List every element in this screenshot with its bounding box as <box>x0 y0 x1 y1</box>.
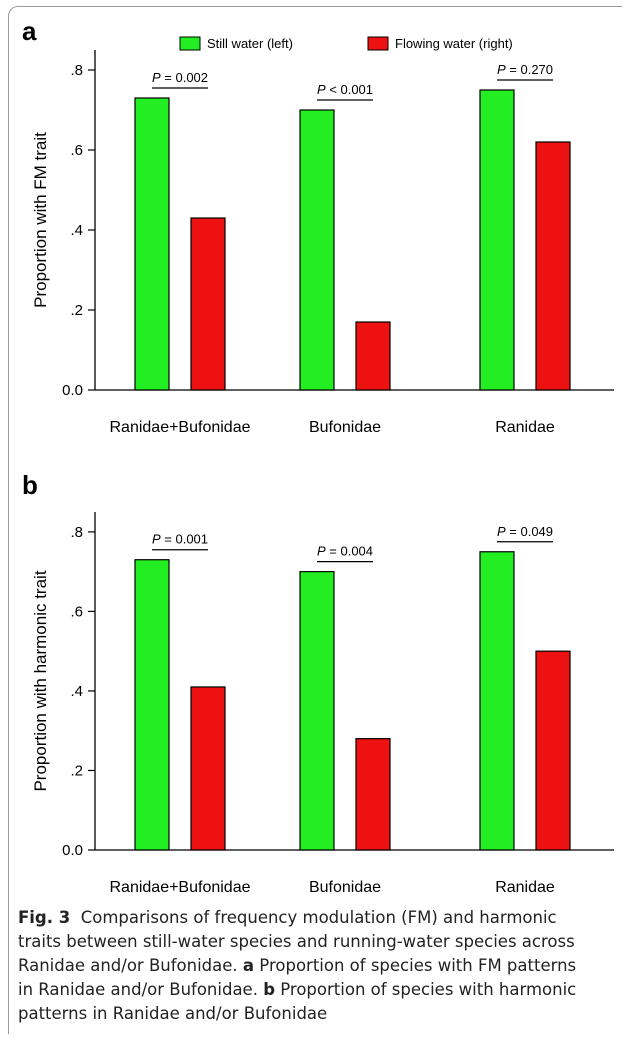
bar-flowing-0 <box>190 686 226 851</box>
caption-text: Proportion of species with harmonic <box>275 980 577 999</box>
caption-text: patterns in Ranidae and/or Bufonidae <box>18 1004 328 1023</box>
p-value: < 0.001 <box>326 82 373 97</box>
caption-text: traits between still-water species and r… <box>18 932 575 951</box>
bar-flowing-2 <box>535 141 571 391</box>
p-symbol: P <box>317 82 326 97</box>
p-symbol: P <box>497 62 506 77</box>
legend-label-flowing: Flowing water (right) <box>395 36 513 51</box>
category-label: Bufonidae <box>309 879 381 896</box>
caption-line: in Ranidae and/or Bufonidae. b Proportio… <box>18 978 614 1002</box>
p-value-label: P = 0.004 <box>317 544 373 559</box>
legend-label-still: Still water (left) <box>207 36 293 51</box>
legend-swatch-flowing <box>367 36 389 51</box>
p-symbol: P <box>497 524 506 539</box>
bar-still-1 <box>299 571 335 851</box>
caption-text: Proportion of species with FM patterns <box>254 956 577 975</box>
caption-line: Ranidae and/or Bufonidae. a Proportion o… <box>18 954 614 978</box>
bar-still-1 <box>299 109 335 391</box>
p-symbol: P <box>152 70 161 85</box>
panel-a-chart: a Still water (left) Flowing water (righ… <box>22 16 614 436</box>
y-tick-label: .8 <box>70 524 83 541</box>
bar-flowing-1 <box>355 321 391 391</box>
y-tick-label: .2 <box>70 302 83 319</box>
p-value: = 0.002 <box>161 70 208 85</box>
legend-swatch-still <box>179 36 201 51</box>
p-value: = 0.004 <box>326 544 373 559</box>
caption-line: patterns in Ranidae and/or Bufonidae <box>18 1002 614 1026</box>
p-symbol: P <box>152 532 161 547</box>
y-tick-label: .6 <box>70 603 83 620</box>
p-symbol: P <box>317 544 326 559</box>
category-label: Ranidae+Bufonidae <box>109 879 250 896</box>
caption-line: Fig. 3 Comparisons of frequency modulati… <box>18 906 614 930</box>
y-axis-label: Proportion with FM trait <box>31 132 50 308</box>
category-label: Ranidae <box>495 419 555 436</box>
y-axis-label: Proportion with harmonic trait <box>31 570 50 791</box>
y-tick-label: 0.0 <box>62 842 83 859</box>
y-tick-label: 0.0 <box>62 382 83 399</box>
category-label: Bufonidae <box>309 419 381 436</box>
caption-bold-text: Fig. 3 <box>18 908 71 927</box>
y-tick-label: .8 <box>70 62 83 79</box>
caption-text: in Ranidae and/or Bufonidae. <box>18 980 264 999</box>
panel-a-letter: a <box>22 16 37 46</box>
figure-frame <box>8 6 622 1034</box>
p-value-label: P = 0.049 <box>497 524 553 539</box>
category-label: Ranidae <box>495 879 555 896</box>
p-value: = 0.049 <box>506 524 553 539</box>
panel-b-letter: b <box>22 470 38 500</box>
bar-flowing-2 <box>535 650 571 851</box>
category-label: Ranidae+Bufonidae <box>109 419 250 436</box>
bar-still-0 <box>134 559 170 851</box>
y-tick-label: .4 <box>70 683 83 700</box>
caption-text: Ranidae and/or Bufonidae. <box>18 956 243 975</box>
bar-still-2 <box>479 89 515 391</box>
p-value-label: P < 0.001 <box>317 82 373 97</box>
caption-text: Comparisons of frequency modulation (FM)… <box>70 908 557 927</box>
bar-flowing-1 <box>355 738 391 851</box>
p-value-label: P = 0.270 <box>497 62 553 77</box>
p-value: = 0.270 <box>506 62 553 77</box>
y-tick-label: .2 <box>70 762 83 779</box>
y-tick-label: .6 <box>70 142 83 159</box>
p-value-label: P = 0.002 <box>152 70 208 85</box>
bar-still-2 <box>479 551 515 851</box>
bar-still-0 <box>134 97 170 391</box>
bar-flowing-0 <box>190 217 226 391</box>
figure-caption: Fig. 3 Comparisons of frequency modulati… <box>18 906 614 1026</box>
caption-line: traits between still-water species and r… <box>18 930 614 954</box>
legend: Still water (left) Flowing water (right) <box>179 36 513 51</box>
caption-bold-text: a <box>242 956 255 975</box>
caption-bold-text: b <box>263 980 276 999</box>
p-value: = 0.001 <box>161 532 208 547</box>
y-tick-label: .4 <box>70 222 83 239</box>
p-value-label: P = 0.001 <box>152 532 208 547</box>
panel-b-chart: b 0.0 .2 .4 .6 .8 Proportion with harmonic tr… <box>22 470 614 896</box>
